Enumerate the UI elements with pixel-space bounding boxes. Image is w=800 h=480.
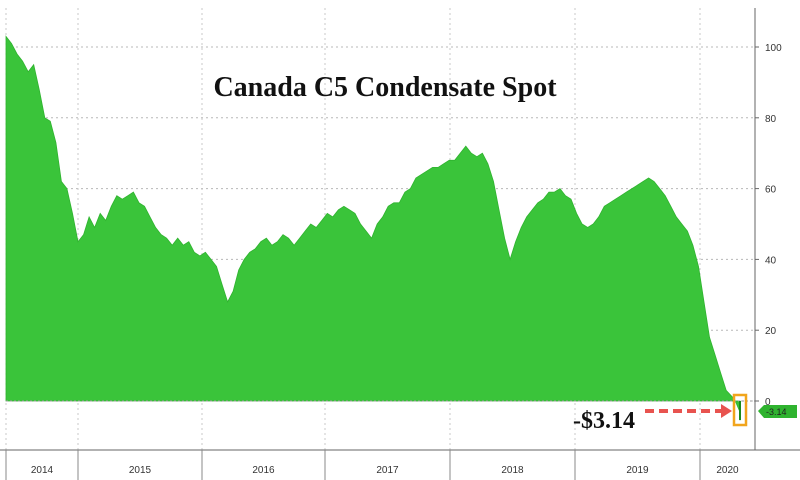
area-series: [5, 35, 741, 413]
y-tick-label-80: 80: [765, 114, 777, 125]
y-tick-label-40: 40: [765, 255, 777, 266]
x-tick-label-2018: 2018: [501, 465, 524, 476]
x-tick-label-2014: 2014: [31, 465, 54, 476]
y-tick-label-20: 20: [765, 326, 777, 337]
axis-layer: 0 20 40 60 80 100 2014 2015 2016 2017 2018 2019 2020: [0, 8, 800, 480]
x-tick-label-2019: 2019: [626, 465, 649, 476]
annotation-layer: -$3.14 -3.14: [573, 393, 797, 434]
chart-title: Canada C5 Condensate Spot: [213, 72, 557, 103]
annotation-label: -$3.14: [573, 408, 635, 434]
annotation-arrow-head: [721, 404, 732, 418]
last-value-highlight-box: [732, 393, 748, 427]
last-value-badge: [758, 405, 797, 418]
last-value-badge-label: -3.14: [766, 407, 787, 417]
y-tick-label-0: 0: [765, 397, 771, 408]
x-tick-label-2017: 2017: [376, 465, 399, 476]
x-tick-label-2015: 2015: [129, 465, 152, 476]
x-tick-label-2020: 2020: [716, 465, 739, 476]
area-layer: [5, 35, 741, 413]
y-tick-label-100: 100: [765, 43, 782, 54]
y-tick-label-60: 60: [765, 185, 777, 196]
x-tick-label-2016: 2016: [252, 465, 275, 476]
